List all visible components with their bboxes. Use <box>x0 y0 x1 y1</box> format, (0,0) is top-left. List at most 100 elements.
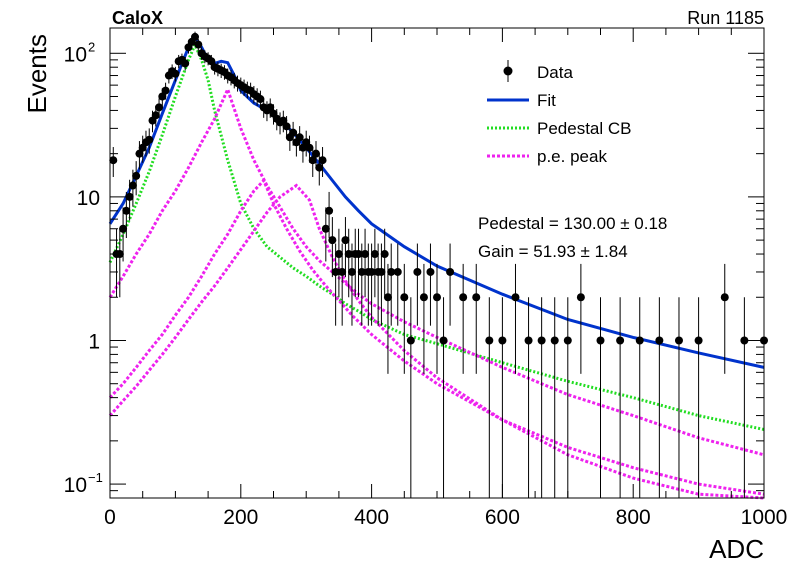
data-point <box>135 149 144 158</box>
data-point <box>109 156 118 165</box>
gain-annotation: Gain = 51.93 ± 1.84 <box>478 242 628 261</box>
x-tick-label: 1000 <box>741 506 788 529</box>
data-point <box>328 236 337 245</box>
data-point <box>511 293 520 302</box>
data-point <box>122 206 131 215</box>
data-point <box>446 267 455 276</box>
data-point <box>132 171 141 180</box>
data-point <box>419 293 428 302</box>
data-point <box>194 40 203 49</box>
x-tick-label: 600 <box>485 506 520 529</box>
data-point <box>308 156 317 165</box>
series-curve-p-e-peak-3 <box>108 183 765 500</box>
data-point <box>347 267 356 276</box>
data-point <box>341 236 350 245</box>
data-point <box>498 336 507 345</box>
y-tick-label: 10 <box>77 187 100 210</box>
data-point <box>635 336 644 345</box>
y-tick-exponent: −1 <box>88 470 103 485</box>
legend-label-pe-peak: p.e. peak <box>537 147 607 166</box>
x-tick-label: 0 <box>104 506 116 529</box>
data-point <box>413 267 422 276</box>
y-tick-label: 10 <box>64 43 87 66</box>
data-point <box>171 69 180 78</box>
legend: Data Fit Pedestal CB p.e. peak <box>487 60 632 166</box>
data-point <box>740 336 749 345</box>
legend-label-data: Data <box>537 63 573 82</box>
data-point <box>344 250 353 259</box>
data-point <box>181 59 190 68</box>
legend-label-pedestal: Pedestal CB <box>537 119 632 138</box>
data-point <box>361 250 370 259</box>
data-point <box>472 293 481 302</box>
data-point <box>119 224 128 233</box>
data-point <box>155 103 164 112</box>
y-tick-label: 1 <box>88 330 100 353</box>
data-point <box>433 293 441 302</box>
data-point <box>325 206 334 215</box>
data-point <box>720 293 729 302</box>
data-point <box>256 95 265 104</box>
y-axis-title: Events <box>22 34 52 114</box>
data-point <box>207 57 216 66</box>
data-point <box>406 336 415 345</box>
data-point <box>318 156 327 165</box>
data-points-layer <box>109 31 768 498</box>
data-point <box>383 293 392 302</box>
data-point <box>426 267 435 276</box>
data-point <box>563 336 572 345</box>
data-point <box>400 293 409 302</box>
x-tick-label: 800 <box>616 506 651 529</box>
pedestal-annotation: Pedestal = 130.00 ± 0.18 <box>478 214 667 233</box>
data-point <box>191 32 200 41</box>
y-tick-label: 10 <box>64 474 87 497</box>
x-tick-label: 400 <box>354 506 389 529</box>
data-point <box>655 336 664 345</box>
data-point <box>158 92 167 101</box>
data-point <box>266 103 275 112</box>
data-point <box>305 143 314 152</box>
legend-marker-data <box>503 66 513 76</box>
data-point <box>550 336 559 345</box>
data-point <box>282 122 291 131</box>
experiment-label: CaloX <box>112 8 163 28</box>
data-point <box>370 250 379 259</box>
data-point <box>357 267 366 276</box>
data-point <box>377 267 386 276</box>
data-point <box>439 336 448 345</box>
data-point <box>367 267 376 276</box>
data-point <box>295 133 304 142</box>
data-point <box>289 128 298 137</box>
data-point <box>485 336 494 345</box>
data-point <box>321 224 330 233</box>
data-point <box>616 336 625 345</box>
data-point <box>115 250 124 259</box>
y-tick-exponent: 2 <box>88 39 95 54</box>
series-curve-p-e-peak-1 <box>108 85 765 457</box>
x-axis-title: ADC <box>709 534 764 564</box>
data-point <box>145 135 154 144</box>
legend-label-fit: Fit <box>537 91 556 110</box>
data-point <box>331 267 340 276</box>
data-point <box>459 293 468 302</box>
data-point <box>694 336 703 345</box>
data-point <box>334 250 343 259</box>
data-point <box>125 192 134 201</box>
data-point <box>151 111 160 120</box>
data-point <box>393 267 402 276</box>
series-curve-p-e-peak-2 <box>108 177 765 496</box>
data-point <box>576 293 585 302</box>
data-point <box>537 336 546 345</box>
data-point <box>596 336 605 345</box>
run-label: Run 1185 <box>687 8 764 28</box>
data-point <box>674 336 683 345</box>
data-point <box>387 267 396 276</box>
data-point <box>380 250 389 259</box>
data-point <box>128 181 137 190</box>
data-point <box>312 149 321 158</box>
data-point <box>161 86 170 95</box>
data-point <box>354 250 363 259</box>
